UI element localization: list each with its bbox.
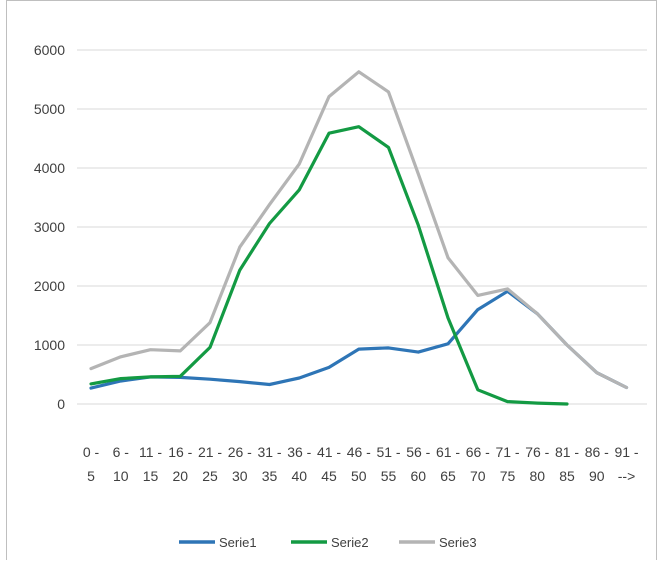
x-tick-line1: 81 - — [555, 444, 579, 460]
x-tick-line2: 85 — [559, 468, 575, 484]
x-tick-label: 91 - --> — [614, 444, 638, 484]
x-tick-line1: 46 - — [347, 444, 371, 460]
x-tick-line1: 71 - — [495, 444, 519, 460]
x-tick-label: 86 - 90 — [585, 444, 609, 484]
x-tick-line2: 10 — [113, 468, 129, 484]
y-tick-label: 0 — [57, 396, 65, 412]
y-tick-label: 5000 — [34, 101, 65, 117]
y-tick-label: 3000 — [34, 219, 65, 235]
x-tick-label: 21 - 25 — [198, 444, 222, 484]
y-tick-label: 1000 — [34, 337, 65, 353]
x-tick-line1: 66 - — [466, 444, 490, 460]
legend-label: Serie2 — [331, 535, 369, 550]
legend-item-serie3: Serie3 — [399, 535, 477, 550]
x-tick-line2: 65 — [440, 468, 456, 484]
x-tick-label: 36 - 40 — [287, 444, 311, 484]
x-tick-line2: 75 — [500, 468, 516, 484]
x-tick-line1: 16 - — [168, 444, 192, 460]
x-tick-label: 51 - 55 — [376, 444, 400, 484]
series-serie1 — [91, 291, 627, 388]
series-line — [91, 72, 627, 388]
x-tick-label: 26 - 30 — [228, 444, 252, 484]
y-tick-label: 6000 — [34, 42, 65, 58]
legend-label: Serie1 — [219, 535, 257, 550]
x-tick-label: 16 - 20 — [168, 444, 192, 484]
x-tick-line2: 60 — [410, 468, 426, 484]
x-tick-label: 0 - 5 — [83, 444, 100, 484]
x-tick-line2: 30 — [232, 468, 248, 484]
x-tick-line2: 15 — [143, 468, 159, 484]
x-tick-line1: 51 - — [376, 444, 400, 460]
x-tick-label: 6 - 10 — [113, 444, 130, 484]
legend-label: Serie3 — [439, 535, 477, 550]
x-tick-label: 31 - 35 — [257, 444, 281, 484]
legend-item-serie2: Serie2 — [291, 535, 369, 550]
x-tick-line1: 0 - — [83, 444, 100, 460]
legend-item-serie1: Serie1 — [179, 535, 257, 550]
x-tick-label: 66 - 70 — [466, 444, 490, 484]
x-tick-label: 56 - 60 — [406, 444, 430, 484]
x-tick-line1: 56 - — [406, 444, 430, 460]
x-tick-label: 46 - 50 — [347, 444, 371, 484]
x-tick-line2: 45 — [321, 468, 337, 484]
x-tick-label: 61 - 65 — [436, 444, 460, 484]
x-tick-line2: 90 — [589, 468, 605, 484]
x-tick-line1: 36 - — [287, 444, 311, 460]
x-tick-line2: 40 — [291, 468, 307, 484]
x-tick-line1: 31 - — [257, 444, 281, 460]
x-tick-line2: 55 — [381, 468, 397, 484]
x-tick-line1: 91 - — [614, 444, 638, 460]
x-tick-line2: --> — [618, 468, 636, 484]
series-serie3 — [91, 72, 627, 388]
x-tick-label: 71 - 75 — [495, 444, 519, 484]
x-tick-line2: 35 — [262, 468, 278, 484]
x-tick-line2: 20 — [172, 468, 188, 484]
x-tick-line1: 21 - — [198, 444, 222, 460]
x-tick-line2: 25 — [202, 468, 218, 484]
x-tick-line2: 70 — [470, 468, 486, 484]
x-tick-label: 41 - 45 — [317, 444, 341, 484]
x-tick-line2: 80 — [529, 468, 545, 484]
x-tick-label: 81 - 85 — [555, 444, 579, 484]
x-tick-line1: 76 - — [525, 444, 549, 460]
x-tick-label: 11 - 15 — [139, 444, 162, 484]
series-lines — [91, 72, 627, 404]
y-tick-label: 2000 — [34, 278, 65, 294]
x-tick-line1: 86 - — [585, 444, 609, 460]
y-tick-label: 4000 — [34, 160, 65, 176]
x-tick-line2: 5 — [87, 468, 95, 484]
legend: Serie1 Serie2 Serie3 — [179, 535, 477, 550]
x-tick-line1: 6 - — [113, 444, 130, 460]
x-tick-label: 76 - 80 — [525, 444, 549, 484]
x-tick-line1: 41 - — [317, 444, 341, 460]
series-line — [91, 291, 627, 388]
x-tick-line1: 61 - — [436, 444, 460, 460]
x-tick-line2: 50 — [351, 468, 367, 484]
x-tick-line1: 11 - — [139, 444, 162, 460]
y-axis-ticks: 0 1000 2000 3000 4000 5000 6000 — [34, 42, 65, 412]
x-tick-line1: 26 - — [228, 444, 252, 460]
